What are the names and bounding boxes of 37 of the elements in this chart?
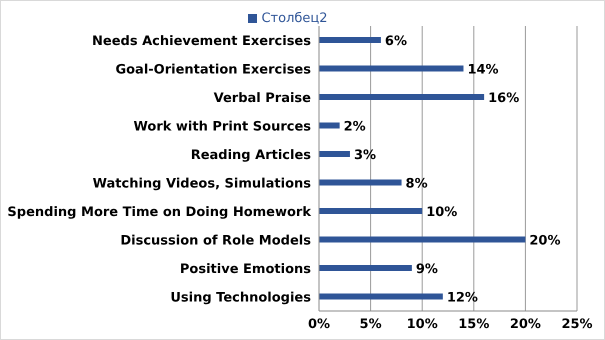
y-tick-label: Verbal Praise <box>214 90 312 106</box>
y-tick-label: Positive Emotions <box>180 262 312 277</box>
bar <box>319 265 412 271</box>
x-tick-label: 20% <box>510 317 541 332</box>
data-label: 20% <box>529 234 561 248</box>
legend-label: Столбец2 <box>261 11 328 26</box>
data-label: 6% <box>384 34 407 49</box>
data-label: 10% <box>426 205 458 220</box>
y-tick-label: Discussion of Role Models <box>120 233 312 248</box>
bar <box>319 151 350 157</box>
bar <box>319 66 464 72</box>
x-tick-label: 5% <box>360 317 382 332</box>
data-label: 9% <box>416 262 438 277</box>
bar <box>319 294 443 300</box>
data-label: 12% <box>446 290 478 306</box>
y-tick-label: Work with Print Sources <box>134 119 312 134</box>
y-tick-label: Needs Achievement Exercises <box>92 34 312 49</box>
y-tick-label: Reading Articles <box>190 148 312 163</box>
bar <box>319 208 422 214</box>
x-tick-label: 25% <box>561 317 593 332</box>
data-label: 3% <box>354 148 376 163</box>
x-tick-label: 15% <box>458 317 490 332</box>
x-tick-label: 0% <box>308 317 330 332</box>
bar <box>319 236 526 242</box>
y-tick-label: Using Technologies <box>170 290 312 306</box>
y-tick-label: Goal-Orientation Exercises <box>115 62 312 78</box>
bar <box>319 180 402 186</box>
data-label: 16% <box>488 91 520 106</box>
data-label: 8% <box>406 176 428 192</box>
bar <box>319 37 381 43</box>
y-tick-label: Watching Videos, Simulations <box>92 176 312 192</box>
data-label: 2% <box>344 120 366 134</box>
bar <box>319 94 484 100</box>
bar <box>319 122 340 128</box>
y-tick-label: Spending More Time on Doing Homework <box>7 204 312 220</box>
x-tick-label: 10% <box>406 317 438 332</box>
data-label: 14% <box>467 62 499 78</box>
